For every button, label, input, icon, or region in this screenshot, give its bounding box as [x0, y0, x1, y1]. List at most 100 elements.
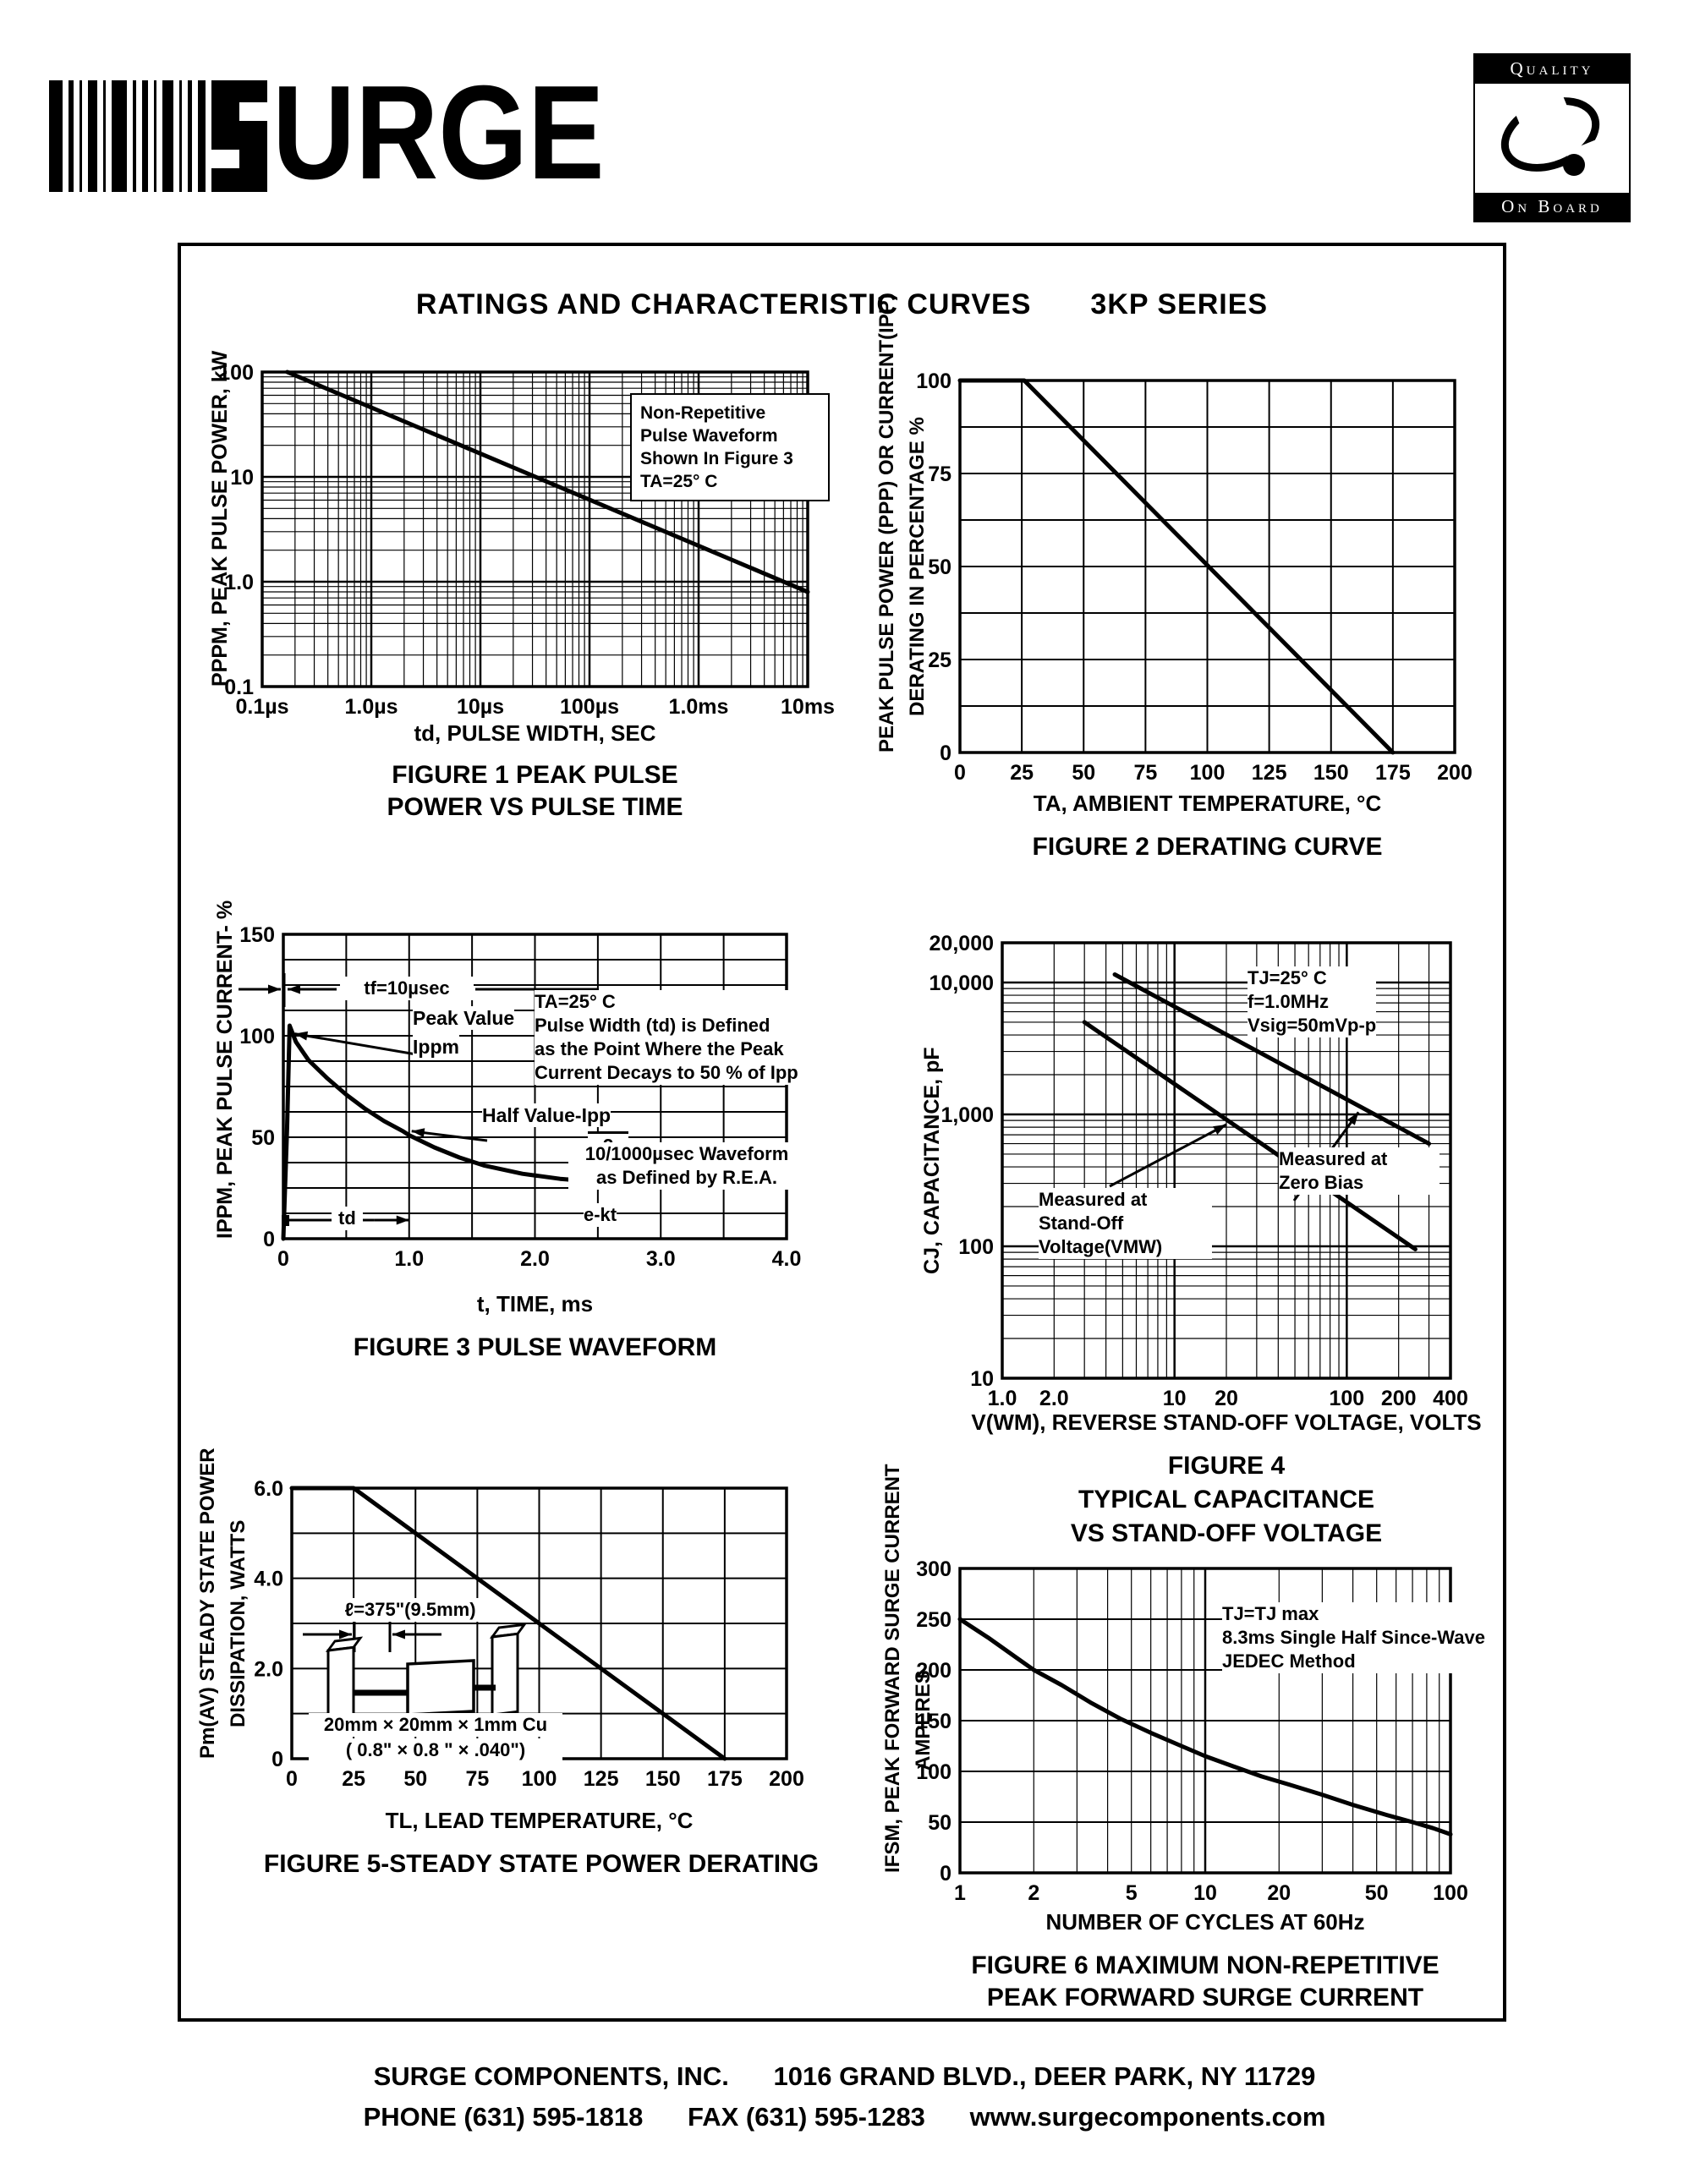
svg-text:1.0ms: 1.0ms	[669, 695, 729, 719]
svg-text:100: 100	[958, 1235, 994, 1259]
svg-text:100: 100	[1433, 1881, 1468, 1905]
figure6-x-axis-label: NUMBER OF CYCLES AT 60Hz	[1045, 1909, 1365, 1935]
bar	[88, 80, 97, 192]
svg-text:150: 150	[1313, 761, 1349, 785]
figure3-ippm-label: Ippm	[413, 1035, 459, 1059]
page-title: RATINGS AND CHARACTERISTIC CURVES	[415, 288, 1032, 320]
svg-text:0: 0	[954, 761, 966, 785]
svg-text:2.0: 2.0	[254, 1657, 283, 1681]
figure6-caption-line-2: PEAK FORWARD SURGE CURRENT	[986, 1984, 1424, 2012]
svg-text:0.1µs: 0.1µs	[235, 695, 288, 719]
figure3-tf-annotation: tf=10µsec	[340, 977, 474, 1000]
svg-text:100: 100	[522, 1767, 557, 1791]
svg-text:50: 50	[928, 1811, 951, 1835]
svg-text:0.1: 0.1	[224, 676, 254, 699]
figure2-y-axis-label-line-2: DERATING IN PERCENTAGE %	[906, 417, 929, 716]
svg-text:10: 10	[1193, 1881, 1217, 1905]
figure3-peak-value-label: Peak Value	[413, 1006, 515, 1030]
svg-text:250: 250	[916, 1608, 951, 1632]
figure1-caption-line-1: FIGURE 1 PEAK PULSE	[392, 761, 678, 789]
bar	[80, 80, 82, 192]
figure6-plot: 1 2 5 10 20 50 100 0 50 100 150 200 250 300	[916, 1557, 1468, 1905]
footer-line-2: PHONE (631) 595-1818 FAX (631) 595-1283 …	[0, 2102, 1689, 2132]
quality-swoosh-icon	[1500, 88, 1620, 176]
figure1-x-axis-label: td, PULSE WIDTH, SEC	[414, 720, 656, 746]
svg-text:50: 50	[1072, 761, 1095, 785]
svg-text:100µs: 100µs	[560, 695, 619, 719]
svg-text:125: 125	[1252, 761, 1287, 785]
bar	[69, 80, 74, 192]
svg-text:4.0: 4.0	[772, 1247, 802, 1271]
svg-text:2.0: 2.0	[1039, 1387, 1069, 1410]
svg-text:0: 0	[277, 1247, 289, 1271]
figure4-y-axis-label: CJ, CAPACITANCE, pF	[920, 1047, 944, 1274]
figure3-y-axis-label: IPPM, PEAK PULSE CURRENT- %	[213, 900, 237, 1239]
figure6-y-axis-label-line-1: IFSM, PEAK FORWARD SURGE CURRENT	[881, 1464, 904, 1873]
figure6-chart: 1 2 5 10 20 50 100 0 50 100 150 200 250 300 IFSM, PEA…	[880, 1464, 1522, 2017]
figure5-cu-pad-label-line-1: 20mm × 20mm × 1mm Cu	[309, 1713, 562, 1737]
svg-text:50: 50	[928, 556, 951, 579]
bar	[198, 80, 206, 192]
series-title: 3KP SERIES	[1090, 288, 1269, 320]
figure5-cu-pad-label-line-2: ( 0.8" × 0.8 " × .040")	[309, 1738, 562, 1762]
company-address: 1016 GRAND BLVD., DEER PARK, NY 11729	[773, 2061, 1316, 2091]
figure4-zero-bias-label: Measured at Zero Bias	[1279, 1147, 1439, 1195]
svg-text:100: 100	[916, 1760, 951, 1784]
svg-text:6.0: 6.0	[254, 1477, 283, 1501]
svg-text:10,000: 10,000	[929, 972, 994, 995]
svg-text:150: 150	[645, 1767, 681, 1791]
figure5-chart: 0 25 50 75 100 125 150 175 200 0 2.0 4.0 6.0 Pm(AV) …	[195, 1448, 863, 1945]
figure4-standoff-label: Measured at Stand-Off Voltage(VMW)	[1039, 1188, 1212, 1259]
svg-text:10ms: 10ms	[781, 695, 835, 719]
figure2-caption: FIGURE 2 DERATING CURVE	[1032, 833, 1383, 861]
svg-text:2.0: 2.0	[520, 1247, 550, 1271]
figure4-caption-line-1: FIGURE 4	[1167, 1452, 1286, 1480]
svg-text:100: 100	[1330, 1387, 1365, 1410]
svg-text:100: 100	[1190, 761, 1226, 785]
svg-text:125: 125	[584, 1767, 619, 1791]
svg-text:3.0: 3.0	[646, 1247, 676, 1271]
figure2-plot: 0 25 50 75 100 125 150 175 200 0 25 50 75 100	[916, 369, 1472, 785]
bar	[162, 80, 173, 192]
quality-logo-bottom-text: On Board	[1475, 192, 1629, 221]
content-border-box: RATINGS AND CHARACTERISTIC CURVES 3KP SER…	[178, 243, 1506, 2022]
figure1-chart: 0.1µs 1.0µs 10µs 100µs 1.0ms 10ms 100 10 1.0 0.1 …	[195, 351, 863, 829]
bar	[179, 80, 182, 192]
figure3-rea-note: 10/1000µsec Waveform as Defined by R.E.A…	[568, 1142, 805, 1190]
figure3-note: TA=25° C Pulse Width (td) is Defined as …	[535, 990, 798, 1085]
quality-logo-top-text: Quality	[1475, 55, 1629, 84]
svg-text:75: 75	[465, 1767, 489, 1791]
svg-text:100: 100	[239, 1025, 275, 1048]
website-url: www.surgecomponents.com	[969, 2102, 1326, 2132]
figure6-caption-line-1: FIGURE 6 MAXIMUM NON-REPETITIVE	[971, 1951, 1439, 1979]
svg-text:175: 175	[1375, 761, 1411, 785]
surge-logo-s	[211, 80, 267, 192]
svg-text:175: 175	[707, 1767, 743, 1791]
svg-text:25: 25	[1010, 761, 1034, 785]
company-name: SURGE COMPONENTS, INC.	[373, 2061, 729, 2091]
quality-on-board-logo: Quality On Board	[1473, 53, 1631, 222]
svg-text:50: 50	[1365, 1881, 1389, 1905]
bar	[142, 80, 148, 192]
figure5-caption: FIGURE 5-STEADY STATE POWER DERATING	[263, 1850, 820, 1878]
svg-text:200: 200	[1437, 761, 1472, 785]
svg-text:100: 100	[916, 369, 951, 393]
svg-text:50: 50	[403, 1767, 427, 1791]
surge-logo-barcode	[49, 80, 211, 192]
svg-text:20: 20	[1215, 1387, 1238, 1410]
svg-text:1: 1	[954, 1881, 966, 1905]
svg-text:0: 0	[263, 1228, 275, 1251]
fax-number: FAX (631) 595-1283	[688, 2102, 925, 2132]
figure3-td-label: td	[332, 1207, 363, 1230]
figure5-y-axis-label-line-2: DISSIPATION, WATTS	[227, 1519, 250, 1727]
figure1-caption-line-2: POWER VS PULSE TIME	[387, 793, 683, 821]
bar	[103, 80, 106, 192]
svg-text:400: 400	[1433, 1387, 1468, 1410]
svg-text:2: 2	[1028, 1881, 1039, 1905]
svg-text:0: 0	[940, 1862, 951, 1886]
svg-text:1.0: 1.0	[224, 571, 254, 594]
figure3-half-value-label: Half Value-Ipp	[482, 1103, 611, 1127]
svg-text:1.0µs: 1.0µs	[344, 695, 398, 719]
figure4-conditions-legend: TJ=25° C f=1.0MHz Vsig=50mVp-p	[1248, 966, 1377, 1037]
figure3-caption: FIGURE 3 PULSE WAVEFORM	[353, 1333, 717, 1361]
